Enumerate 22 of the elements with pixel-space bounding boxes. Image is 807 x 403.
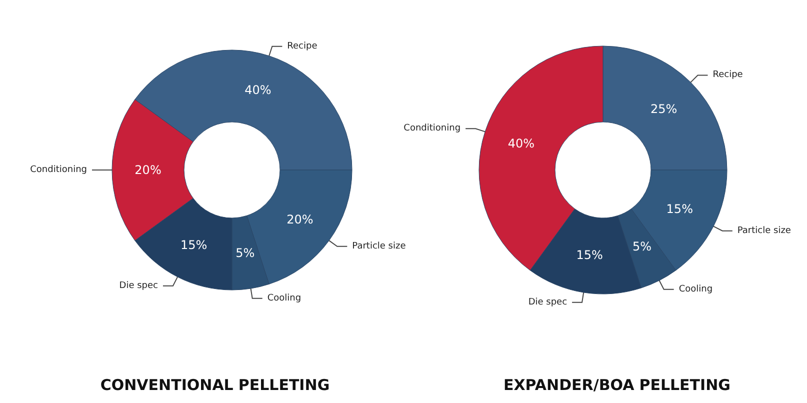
slice-label: Recipe [712,70,744,80]
slice-label: Particle size [352,241,406,252]
data-label: 15% [180,238,208,252]
data-label: 5% [236,246,255,260]
data-label: 25% [650,102,678,116]
data-label: 15% [666,202,693,216]
slice-label: Die spec [119,280,158,291]
data-label: 20% [286,212,314,226]
data-label: 20% [134,163,162,177]
slice-label: Particle size [737,226,792,236]
slice-label: Die spec [528,297,568,308]
data-label: 15% [576,248,603,262]
text: CONVENTIONAL PELLETING [100,376,330,394]
slice-label: Conditioning [30,165,87,175]
slice-label: Conditioning [404,124,461,134]
data-label: 5% [632,240,652,254]
slice-label: Cooling [678,284,713,294]
slice-label: Recipe [287,41,318,52]
data-label: 40% [508,136,535,150]
text: EXPANDER/BOA PELLETING [504,376,731,394]
data-label: 40% [244,83,272,98]
slice-label: Cooling [267,293,302,304]
